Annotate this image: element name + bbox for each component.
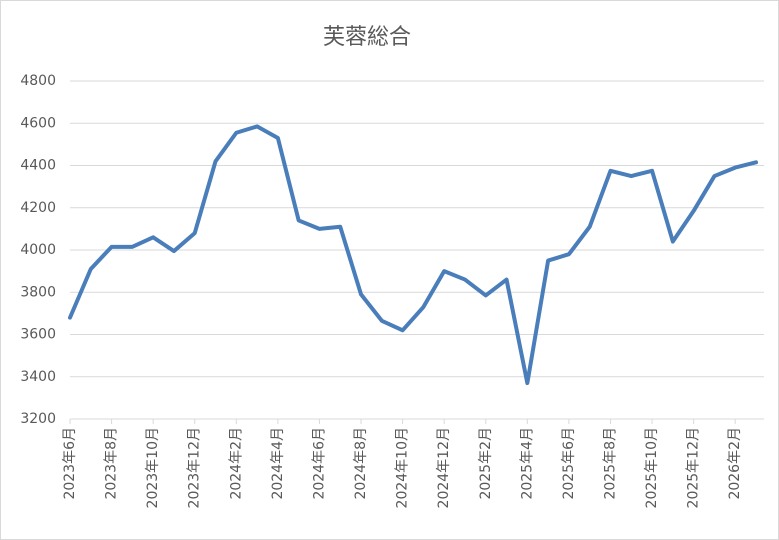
data-line: [68, 124, 758, 386]
y-tick-label: 3800: [20, 284, 56, 300]
x-tick-label: 2023年12月: [187, 427, 203, 508]
y-tick-label: 4800: [20, 73, 56, 89]
x-tick-label: 2024年12月: [436, 427, 452, 508]
x-tick-label: 2023年6月: [62, 427, 78, 500]
x-tick-label: 2024年2月: [228, 427, 244, 500]
x-tick-label: 2025年6月: [561, 427, 577, 500]
x-tick-label: 2023年10月: [145, 427, 161, 508]
x-tick-label: 2024年4月: [270, 427, 286, 500]
y-tick-label: 3200: [20, 411, 56, 427]
x-tick-label: 2024年10月: [395, 427, 411, 508]
x-tick-label: 2025年4月: [519, 427, 535, 500]
x-tick-label: 2024年8月: [353, 427, 369, 500]
x-tick-label: 2025年10月: [644, 427, 660, 508]
y-tick-label: 4400: [20, 158, 56, 174]
x-tick-label: 2023年8月: [104, 427, 120, 500]
x-tick-label: 2024年6月: [311, 427, 327, 500]
x-tick-label: 2026年2月: [727, 427, 743, 500]
y-tick-label: 3600: [20, 327, 56, 343]
x-tick-label: 2025年8月: [602, 427, 618, 500]
y-tick-label: 4600: [20, 115, 56, 131]
x-tick-label: 2025年2月: [478, 427, 494, 500]
x-tick-label: 2025年12月: [686, 427, 702, 508]
chart-title: 芙蓉総合: [323, 25, 411, 50]
y-tick-label: 3400: [20, 369, 56, 385]
y-tick-label: 4200: [20, 200, 56, 216]
y-tick-label: 4000: [20, 242, 56, 258]
